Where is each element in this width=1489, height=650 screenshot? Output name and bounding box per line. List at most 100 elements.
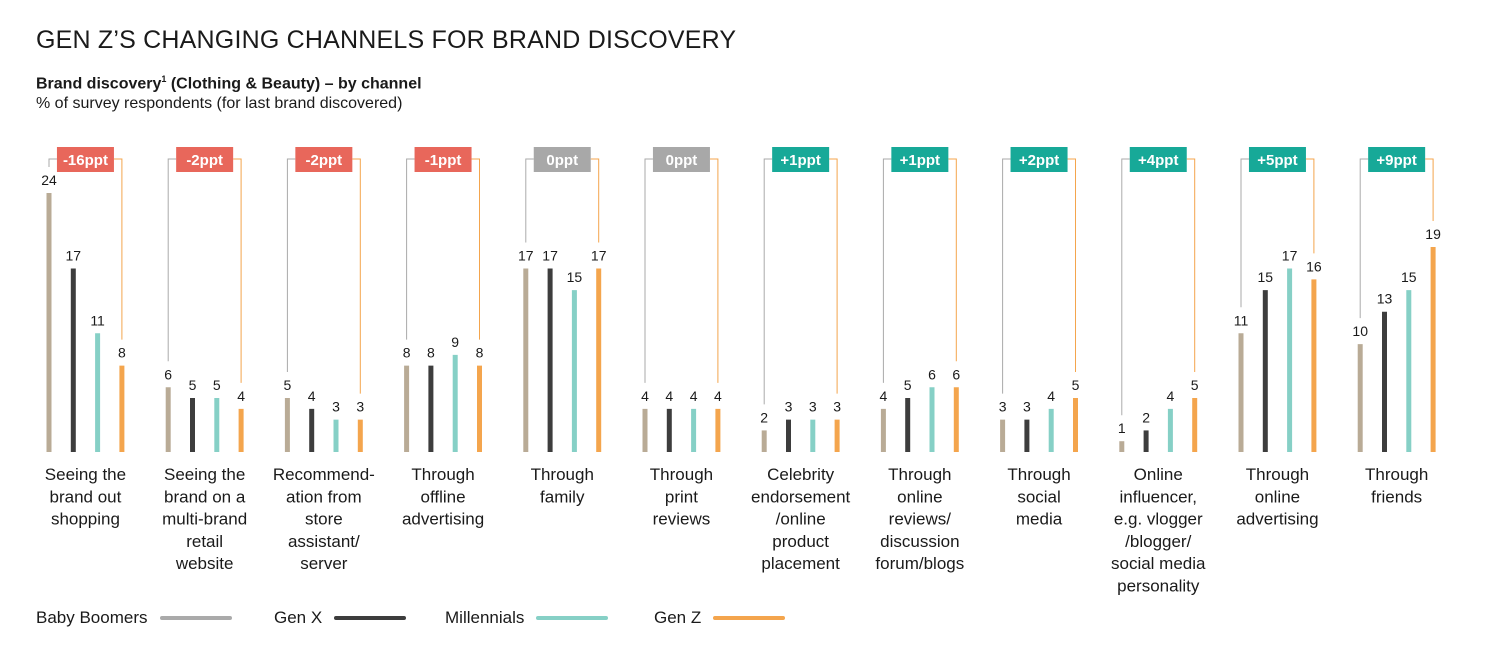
change-label-recommend-ation-from-store-assistant-server: -2ppt: [306, 152, 343, 169]
value-label-millennials-recommend-ation-from-store-assistant-server: 3: [332, 399, 340, 415]
value-label-gen-x-through-social-media: 3: [1023, 399, 1031, 415]
category-label-through-friends: Through friends: [1365, 465, 1428, 506]
value-label-gen-z-through-offline-advertising: 8: [476, 345, 484, 361]
footnote-marker: 1: [161, 74, 167, 84]
connector-left-through-print-reviews: [644, 158, 653, 383]
change-label-through-print-reviews: 0ppt: [666, 152, 698, 169]
value-label-baby-boomers-through-friends: 10: [1352, 323, 1368, 339]
change-label-online-influencer-e-g-vlogger-blogger-social-media-personality: +4ppt: [1138, 152, 1178, 169]
category-label-through-offline-advertising: Through offline advertising: [402, 465, 484, 529]
value-label-gen-x-celebrity-endorsement-online-product-placement: 3: [785, 399, 793, 415]
value-label-baby-boomers-through-offline-advertising: 8: [403, 345, 411, 361]
connector-right-celebrity-endorsement-online-product-placement: [829, 158, 838, 394]
value-label-gen-x-through-print-reviews: 4: [665, 388, 673, 404]
change-badge-through-offline-advertising: [414, 147, 472, 172]
legend-item-baby-boomers: Baby Boomers: [36, 608, 232, 628]
value-label-baby-boomers-recommend-ation-from-store-assistant-server: 5: [284, 377, 292, 393]
connector-right-through-family: [590, 158, 600, 243]
connector-left-seeing-the-brand-on-a-multi-brand-retail-website: [167, 158, 177, 362]
value-label-gen-x-through-online-reviews-discussion-forum-blogs: 5: [904, 377, 912, 393]
value-label-baby-boomers-through-online-advertising: 11: [1234, 312, 1249, 328]
change-badge-celebrity-endorsement-online-product-placement: [772, 147, 830, 172]
value-label-gen-x-seeing-the-brand-out-shopping: 17: [66, 248, 82, 264]
connector-right-through-social-media: [1067, 158, 1076, 373]
change-badge-through-print-reviews: [652, 147, 710, 172]
connector-left-through-online-reviews-discussion-forum-blogs: [882, 158, 892, 383]
value-label-gen-x-seeing-the-brand-on-a-multi-brand-retail-website: 5: [189, 377, 197, 393]
value-label-gen-x-through-online-advertising: 15: [1258, 269, 1274, 285]
connector-right-through-online-advertising: [1305, 158, 1315, 254]
category-label-through-print-reviews: Through print reviews: [650, 465, 713, 529]
value-label-millennials-online-influencer-e-g-vlogger-blogger-social-media-personality: 4: [1167, 388, 1175, 404]
change-label-through-social-media: +2ppt: [1019, 152, 1059, 169]
change-badge-seeing-the-brand-on-a-multi-brand-retail-website: [176, 147, 234, 172]
legend-item-millennials: Millennials: [445, 608, 609, 628]
change-label-seeing-the-brand-on-a-multi-brand-retail-website: -2ppt: [186, 152, 223, 169]
value-label-baby-boomers-through-online-reviews-discussion-forum-blogs: 4: [880, 388, 888, 404]
change-label-through-online-advertising: +5ppt: [1257, 152, 1297, 169]
connector-left-celebrity-endorsement-online-product-placement: [763, 158, 773, 405]
subtitle-rest: (Clothing & Beauty) – by channel: [166, 75, 422, 93]
value-label-baby-boomers-through-family: 17: [518, 248, 534, 264]
value-label-baby-boomers-celebrity-endorsement-online-product-placement: 2: [760, 409, 768, 425]
category-label-through-family: Through family: [531, 465, 594, 506]
change-label-through-offline-advertising: -1ppt: [425, 152, 462, 169]
change-badge-through-social-media: [1010, 147, 1068, 172]
value-label-baby-boomers-through-social-media: 3: [999, 399, 1007, 415]
value-label-gen-z-through-online-advertising: 16: [1306, 258, 1322, 274]
subtitle-main: Brand discovery: [36, 75, 162, 93]
connector-right-through-friends: [1425, 158, 1434, 221]
value-label-baby-boomers-through-print-reviews: 4: [641, 388, 649, 404]
category-label-online-influencer-e-g-vlogger-blogger-social-media-personality: Online influencer, e.g. vlogger/blogger/so…: [1111, 465, 1206, 596]
connector-left-through-social-media: [1002, 158, 1011, 394]
change-label-through-friends: +9ppt: [1376, 152, 1416, 169]
page-title: GEN Z’S CHANGING CHANNELS FOR BRAND DISC…: [36, 26, 737, 54]
value-label-baby-boomers-seeing-the-brand-out-shopping: 24: [41, 172, 57, 188]
value-label-gen-z-through-online-reviews-discussion-forum-blogs: 6: [952, 366, 960, 382]
value-label-gen-z-celebrity-endorsement-online-product-placement: 3: [833, 399, 841, 415]
value-label-gen-z-seeing-the-brand-on-a-multi-brand-retail-website: 4: [237, 388, 245, 404]
change-label-through-family: 0ppt: [546, 152, 578, 169]
category-label-seeing-the-brand-out-shopping: Seeing the brand out shopping: [45, 465, 126, 529]
connector-left-seeing-the-brand-out-shopping: [48, 158, 57, 167]
value-label-gen-z-through-social-media: 5: [1072, 377, 1080, 393]
connector-left-recommend-ation-from-store-assistant-server: [286, 158, 296, 373]
connector-left-online-influencer-e-g-vlogger-blogger-social-media-personality: [1121, 158, 1130, 416]
legend-label-gen-z: Gen Z: [654, 608, 702, 627]
value-label-gen-x-through-family: 17: [542, 248, 558, 264]
connector-left-through-online-advertising: [1240, 158, 1249, 308]
value-label-gen-z-through-family: 17: [591, 248, 607, 264]
chart-unit-label: % of survey respondents (for last brand …: [36, 95, 403, 112]
value-label-gen-z-through-friends: 19: [1425, 226, 1441, 242]
connector-left-through-offline-advertising: [406, 158, 415, 340]
value-label-millennials-through-offline-advertising: 9: [451, 334, 459, 350]
chart-subtitle: Brand discovery1 (Clothing & Beauty) – b…: [36, 74, 422, 93]
value-label-gen-z-through-print-reviews: 4: [714, 388, 722, 404]
connector-left-through-family: [525, 158, 534, 243]
change-label-through-online-reviews-discussion-forum-blogs: +1ppt: [900, 152, 940, 169]
value-label-baby-boomers-online-influencer-e-g-vlogger-blogger-social-media-personality: 1: [1118, 420, 1126, 436]
change-badge-online-influencer-e-g-vlogger-blogger-social-media-personality: [1129, 147, 1187, 172]
category-label-recommend-ation-from-store-assistant-server: Recommend-ation from store assistant/serve…: [273, 465, 375, 573]
legend-label-gen-x: Gen X: [274, 608, 323, 627]
connector-right-through-online-reviews-discussion-forum-blogs: [948, 158, 957, 362]
change-badge-through-online-advertising: [1248, 147, 1306, 172]
value-label-millennials-seeing-the-brand-on-a-multi-brand-retail-website: 5: [213, 377, 221, 393]
change-badge-through-family: [533, 147, 591, 172]
value-label-millennials-through-family: 15: [567, 269, 583, 285]
change-badge-through-online-reviews-discussion-forum-blogs: [891, 147, 949, 172]
category-label-through-social-media: Through social media: [1007, 465, 1070, 529]
value-label-millennials-through-online-reviews-discussion-forum-blogs: 6: [928, 366, 936, 382]
value-label-gen-z-recommend-ation-from-store-assistant-server: 3: [356, 399, 364, 415]
legend-item-gen-x: Gen X: [274, 608, 407, 628]
value-label-gen-z-seeing-the-brand-out-shopping: 8: [118, 345, 126, 361]
value-label-millennials-through-online-advertising: 17: [1282, 248, 1298, 264]
change-label-celebrity-endorsement-online-product-placement: +1ppt: [780, 152, 820, 169]
legend-swatch-baby-boomers: [159, 616, 232, 620]
value-label-gen-x-through-friends: 13: [1377, 291, 1393, 307]
legend-label-millennials: Millennials: [445, 608, 525, 627]
legend-swatch-gen-x: [334, 616, 407, 620]
connector-right-recommend-ation-from-store-assistant-server: [352, 158, 361, 394]
category-label-through-online-advertising: Through online advertising: [1236, 465, 1318, 529]
